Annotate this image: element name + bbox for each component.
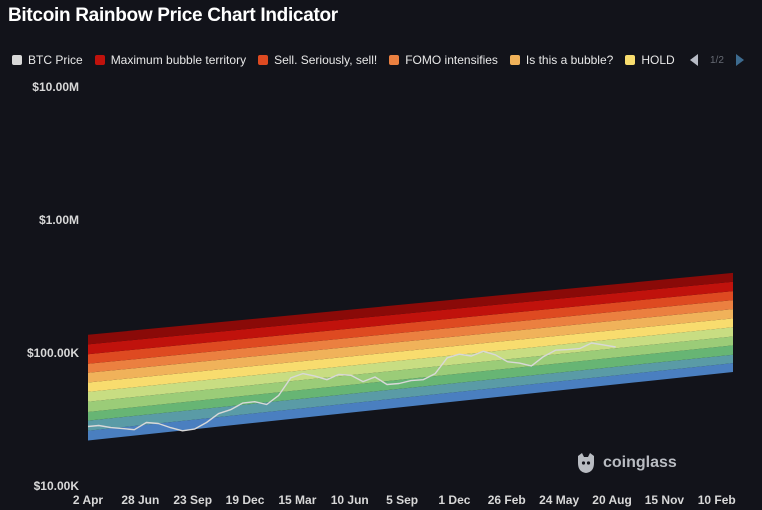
watermark-text: coinglass [603,454,677,471]
coinglass-logo-icon [578,453,594,473]
legend-next-icon[interactable] [735,54,744,66]
y-tick-label: $10.00M [32,80,79,94]
rainbow-bands [88,272,733,441]
x-tick-label: 5 Sep [386,493,418,507]
legend-swatch [258,55,269,65]
legend-swatch [509,55,520,65]
legend-item-btc-price[interactable]: BTC Price [12,53,83,67]
btc-price-series [87,342,616,432]
legend-swatch [12,55,22,65]
coinglass-watermark: coinglass [574,451,677,475]
rainbow-band [88,300,733,373]
legend-item-fomo-intensifies[interactable]: FOMO intensifies [389,53,498,67]
x-tick-label: 28 Jun [121,493,159,507]
legend-swatch [625,55,636,65]
y-tick-label: $1.00M [39,213,79,227]
rainbow-band [88,327,733,402]
legend-label: Sell. Seriously, sell! [274,53,378,67]
legend-label: Is this a bubble? [525,53,614,67]
rainbow-band [88,363,733,441]
chart-title: Bitcoin Rainbow Price Chart Indicator [8,5,338,26]
rainbow-band [88,309,733,383]
x-tick-label: 10 Jun [331,493,369,507]
x-tick-label: 20 Aug [592,493,632,507]
legend-pagination: 1/2 [690,52,744,68]
legend-label: HOLD [641,53,675,67]
rainbow-band [88,318,733,392]
rainbow-band [88,291,733,364]
legend-item-sell-seriously-sell[interactable]: Sell. Seriously, sell! [258,53,377,67]
rainbow-band [88,272,733,345]
x-tick-label: 24 May [539,493,579,507]
rainbow-band [88,336,733,412]
legend-label: BTC Price [28,53,83,67]
legend-label: Maximum bubble territory [110,53,247,67]
x-tick-label: 23 Sep [173,493,212,507]
x-tick-label: 2 Apr [73,493,104,507]
x-tick-label: 15 Nov [645,493,685,507]
x-axis: 2 Apr 28 Jun 23 Sep 19 Dec 15 Mar 10 Jun 5 Sep… [73,493,736,507]
legend-item-maximum-bubble-territory[interactable]: Maximum bubble territory [94,53,247,67]
rainbow-band [88,281,733,355]
btc-price-line [87,342,616,432]
legend-item-is-this-a-bubble[interactable]: Is this a bubble? [509,53,614,67]
y-tick-label: $100.00K [27,346,79,360]
x-tick-label: 15 Mar [278,493,316,507]
legend-swatch [94,55,105,65]
legend: BTC Price Maximum bubble territory Sell.… [12,52,687,68]
x-tick-label: 10 Feb [698,493,736,507]
y-tick-label: $10.00K [34,479,80,493]
x-tick-label: 26 Feb [488,493,526,507]
x-tick-label: 1 Dec [438,493,470,507]
legend-prev-icon[interactable] [690,54,698,66]
rainbow-band [88,354,733,431]
x-tick-label: 19 Dec [226,493,265,507]
y-axis: $10.00M $1.00M $100.00K $10.00K [27,80,79,493]
legend-label: FOMO intensifies [405,53,498,67]
legend-swatch [389,55,400,65]
legend-page-indicator: 1/2 [710,54,724,66]
legend-item-hold[interactable]: HOLD [625,53,675,67]
